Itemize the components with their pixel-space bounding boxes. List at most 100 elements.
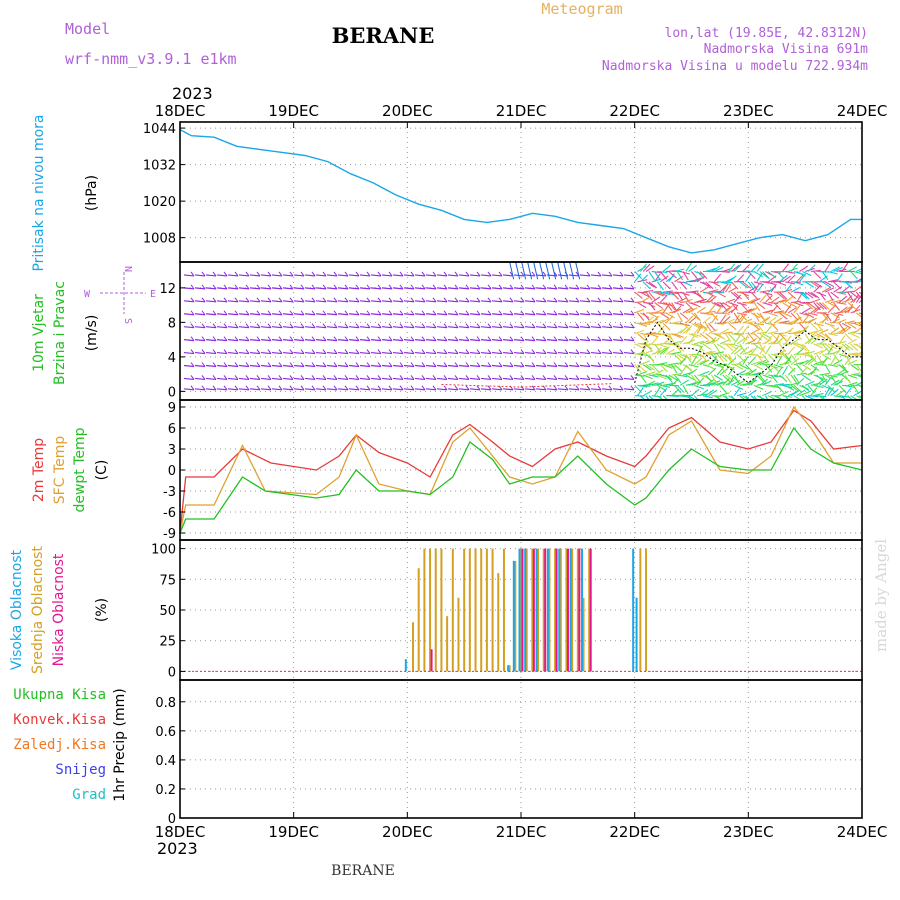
wind-barb [656, 325, 665, 334]
wind-barb [770, 270, 782, 274]
wind-barb [779, 312, 788, 320]
wind-barb [711, 353, 719, 362]
wind-barb [671, 291, 680, 300]
wind-barb [337, 326, 349, 329]
wind-barb [205, 313, 217, 316]
wind-barb [816, 333, 826, 339]
wind-barb [796, 364, 804, 373]
wind-barb [612, 388, 624, 391]
wind-barb [799, 291, 808, 300]
wind-barb [640, 384, 651, 387]
wind-barb [502, 351, 514, 355]
wind-barb-flag [300, 375, 305, 380]
wind-barb [637, 333, 646, 341]
wind-barb [804, 333, 811, 343]
wind-barb [836, 369, 846, 376]
wind-barb-flag [322, 323, 327, 328]
wind-barb-flag [366, 362, 371, 367]
wind-barb [654, 273, 661, 283]
wind-barb [711, 337, 720, 345]
wind-barb-flag [289, 297, 294, 303]
wind-barb [807, 291, 817, 298]
wind-barb-flag [630, 284, 635, 290]
wind-barb-flag [278, 385, 283, 391]
wind-barb-flag [421, 362, 426, 367]
wind-barb [739, 314, 746, 324]
wind-barb [827, 384, 836, 393]
wind-barb [637, 342, 648, 345]
wind-barb-flag [256, 297, 261, 303]
wind-barb-flag [311, 375, 316, 380]
wind-barb [659, 294, 668, 303]
wind-barb [830, 388, 839, 397]
wind-barb-flag [597, 310, 602, 316]
wind-barb [293, 388, 305, 391]
wind-barb [850, 395, 859, 400]
wind-barb [491, 300, 503, 303]
x-tick-label-top: 21DEC [496, 102, 547, 120]
wind-barb-flag [399, 336, 404, 341]
model-label: Model [65, 20, 110, 38]
wind-barb [216, 388, 228, 391]
wind-barb [793, 302, 804, 307]
wind-barb [546, 326, 558, 329]
wind-barb [651, 315, 660, 324]
wind-barb [804, 395, 815, 400]
wind-barb [824, 386, 831, 396]
wind-barb [796, 312, 803, 322]
wind-barb [260, 300, 272, 303]
wind-barb [736, 312, 747, 316]
wind-barb [827, 305, 836, 314]
wind-barb [856, 277, 862, 283]
wind-barb [693, 312, 701, 322]
wind-barb [801, 384, 811, 393]
wind-barb-flag [377, 385, 382, 391]
wind-barb [590, 326, 602, 329]
wind-barb [810, 387, 818, 397]
wind-barb [491, 313, 503, 316]
wind-barb [326, 351, 338, 355]
wind-barb [612, 274, 624, 277]
wind-barb [696, 359, 707, 366]
pressure-unit: (hPa) [84, 175, 100, 211]
wind-barb [745, 291, 756, 294]
wind-barb [830, 355, 837, 365]
wind-barb [414, 364, 426, 368]
wind-barb [304, 326, 316, 329]
wind-barb [838, 326, 848, 335]
wind-barb [739, 395, 746, 400]
wind-barb [705, 389, 715, 397]
wind-barb [663, 290, 674, 293]
wind-barb [662, 337, 672, 345]
wind-barb [784, 353, 792, 363]
wind-compass: N S W E [84, 266, 156, 324]
wind-barb [856, 268, 862, 272]
wind-barb-flag [597, 323, 602, 328]
wind-barb [469, 364, 481, 368]
wind-barb [770, 304, 779, 314]
wind-barb [502, 377, 514, 381]
wind-barb [502, 287, 514, 290]
wind-barb-flag [498, 349, 503, 354]
wind-barb [337, 287, 349, 290]
legend-snijeg: Snijeg [55, 762, 106, 778]
wind-barb [370, 287, 382, 290]
wind-barb [696, 271, 705, 280]
wind-barb [819, 302, 828, 310]
wind-barb-flag [344, 385, 349, 391]
wind-barb [601, 351, 613, 355]
wind-barb-flag [256, 362, 261, 367]
wind-barb-flag [608, 385, 613, 391]
wind-barb [447, 300, 459, 303]
wind-barb [861, 385, 862, 387]
wind-barb [714, 364, 725, 368]
wind-barb [205, 274, 217, 277]
wind-barb-flag [223, 284, 228, 290]
wind-barb [183, 274, 195, 277]
wind-barb-flag [190, 385, 195, 391]
wind-barb [282, 326, 294, 329]
wind-barb-flag [377, 336, 382, 341]
wind-barb [728, 333, 736, 342]
wind-barb-flag [201, 375, 206, 380]
x-tick-label-bottom: 24DEC [837, 823, 888, 841]
